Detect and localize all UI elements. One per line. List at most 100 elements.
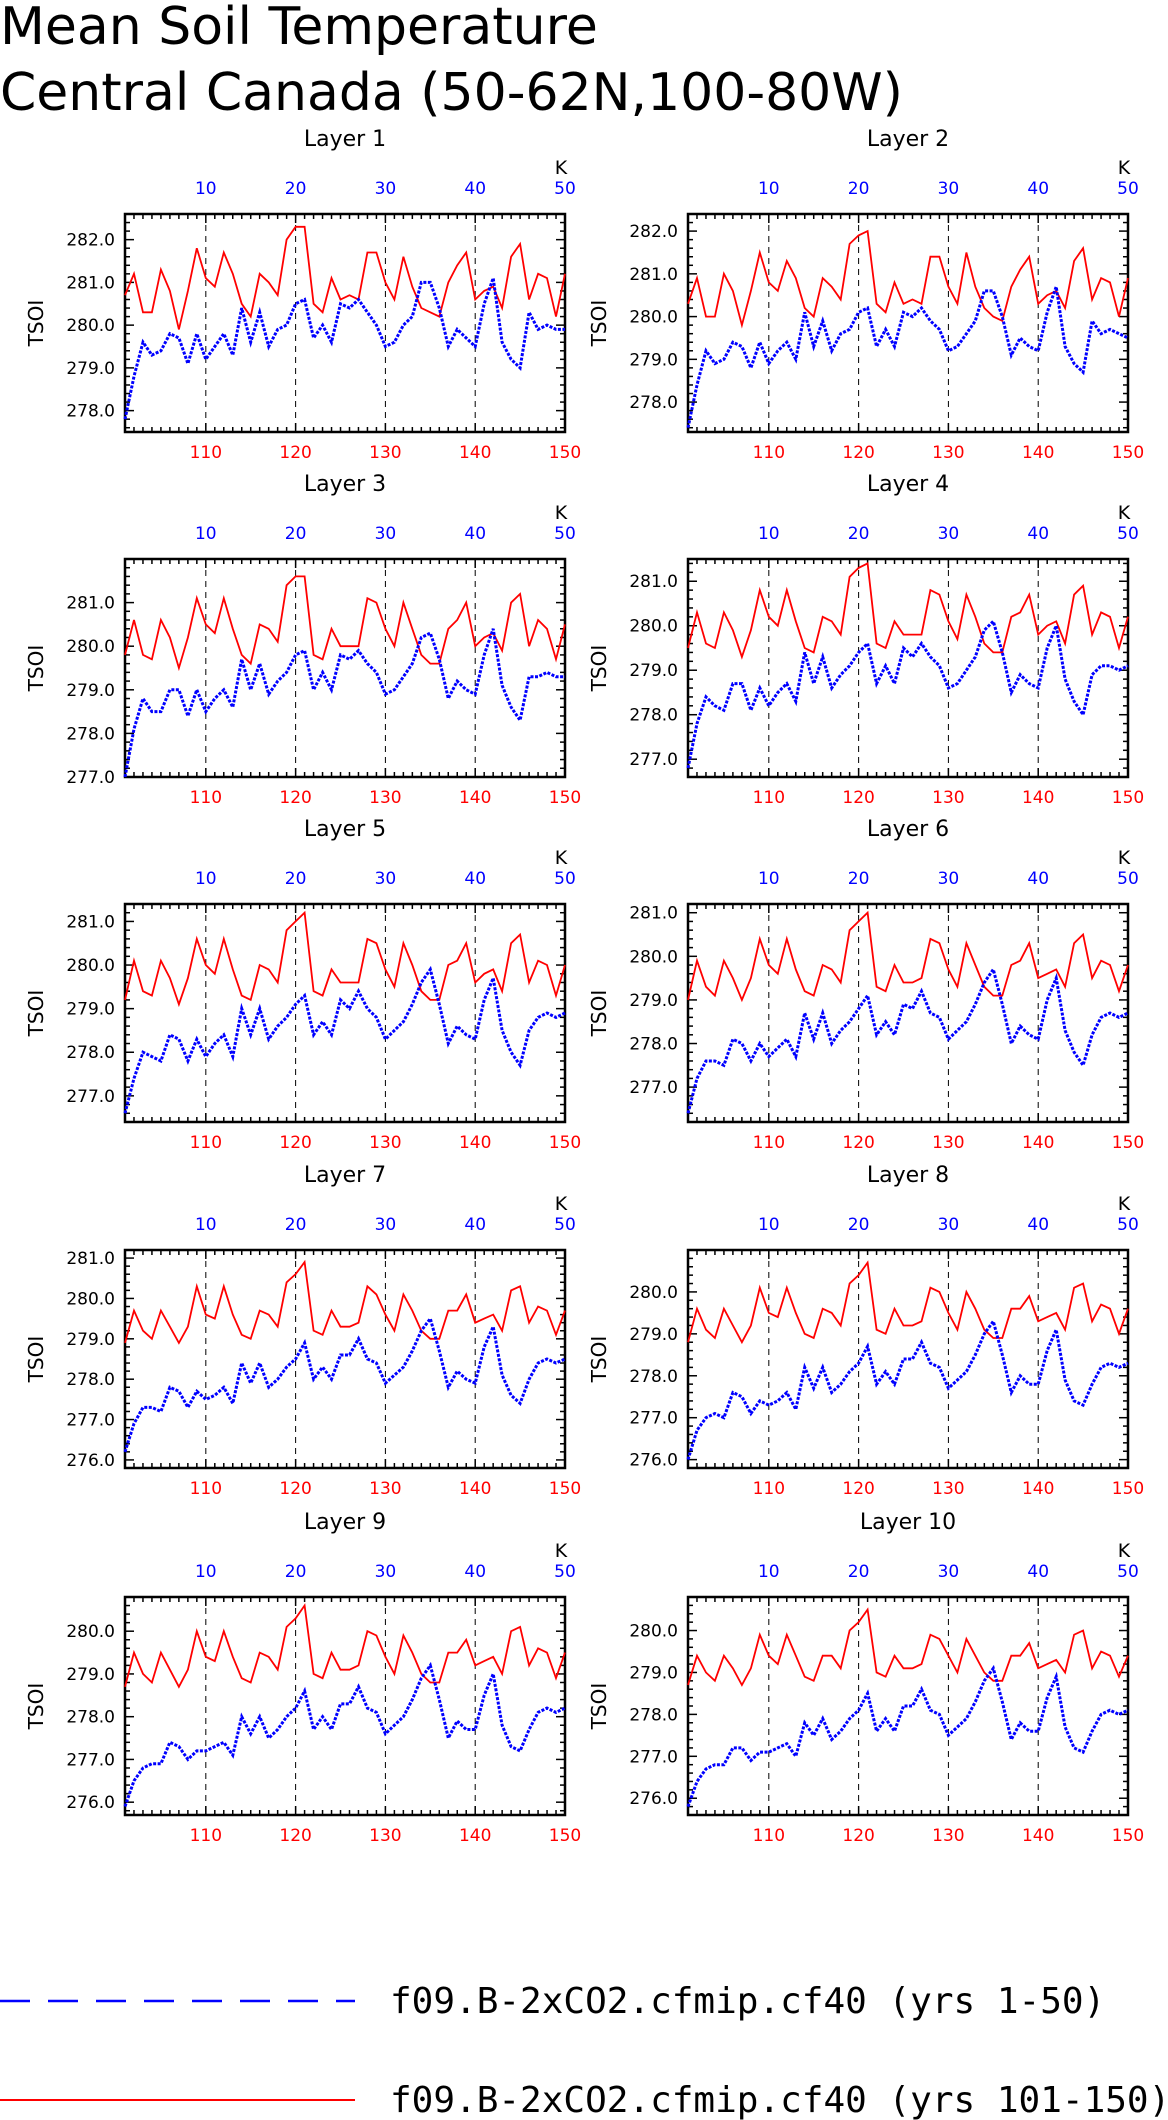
series-line-yrs-1-50 [686, 1317, 1129, 1461]
x-top-tick-label: 50 [554, 1215, 576, 1235]
y-tick-label: 277.0 [66, 1750, 115, 1770]
x-top-tick-label: 40 [464, 869, 486, 889]
y-axis-label: TSOI [24, 300, 48, 348]
x-top-tick-label: 40 [1027, 1215, 1049, 1235]
y-tick-label: 277.0 [629, 1747, 678, 1767]
x-top-tick-label: 20 [848, 524, 870, 544]
x-tick-label: 150 [549, 788, 581, 808]
x-top-tick-label: 10 [758, 179, 780, 199]
y-tick-label: 277.0 [66, 1411, 115, 1431]
panel-6: Layer 6 110 120 130 140 150 10 20 30 40 50K 277.0 27… [587, 817, 1144, 1153]
x-tick-label: 130 [932, 1133, 964, 1153]
top-axis-unit-label: K [555, 1193, 568, 1215]
panel-2: Layer 2 110 120 130 140 150 10 20 30 40 50K 278.0 27… [587, 127, 1144, 463]
plot-frame [686, 557, 1130, 779]
figure-title-line1: Mean Soil Temperature [0, 0, 598, 57]
x-top-tick-label: 40 [464, 1215, 486, 1235]
x-tick-label: 150 [549, 1826, 581, 1846]
x-tick-label: 130 [369, 1479, 401, 1499]
x-top-tick-label: 20 [285, 1562, 307, 1582]
series-line-yrs-1-50 [686, 618, 1129, 769]
series-line-yrs-1-50 [686, 286, 1129, 429]
x-tick-label: 150 [1112, 443, 1144, 463]
y-tick-label: 281.0 [629, 904, 678, 924]
series-line-yrs-101-150 [687, 910, 1129, 1003]
x-top-tick-label: 10 [758, 1562, 780, 1582]
x-top-tick-label: 50 [1117, 1562, 1139, 1582]
top-axis-unit-label: K [555, 502, 568, 524]
panel-title: Layer 2 [867, 127, 949, 152]
x-top-tick-label: 40 [464, 179, 486, 199]
x-top-tick-label: 50 [554, 524, 576, 544]
y-tick-label: 281.0 [66, 594, 115, 614]
y-tick-label: 280.0 [629, 617, 678, 637]
x-top-tick-label: 20 [285, 179, 307, 199]
y-tick-label: 277.0 [629, 1409, 678, 1429]
panel-1: Layer 1 110 120 130 140 150 10 20 30 40 50K 278.0 27… [24, 127, 581, 463]
y-axis-label: TSOI [24, 990, 48, 1038]
y-tick-label: 280.0 [66, 1622, 115, 1642]
x-tick-label: 150 [1112, 1133, 1144, 1153]
x-tick-label: 120 [842, 1826, 874, 1846]
y-tick-label: 276.0 [629, 1789, 678, 1809]
x-top-tick-label: 30 [375, 1215, 397, 1235]
series-line-yrs-1-50 [123, 1661, 566, 1807]
series-line-yrs-101-150 [124, 910, 566, 1008]
y-tick-label: 278.0 [66, 1043, 115, 1063]
y-tick-label: 276.0 [66, 1793, 115, 1813]
top-axis-unit-label: K [1118, 157, 1131, 179]
top-axis-unit-label: K [1118, 847, 1131, 869]
top-axis-unit-label: K [1118, 1540, 1131, 1562]
panel-title: Layer 7 [304, 1163, 386, 1188]
x-tick-label: 130 [369, 1826, 401, 1846]
x-tick-label: 140 [1022, 788, 1054, 808]
panel-3: Layer 3 110 120 130 140 150 10 20 30 40 50K 277.0 27… [24, 472, 581, 808]
y-axis-label: TSOI [24, 1683, 48, 1731]
x-top-tick-label: 10 [758, 1215, 780, 1235]
x-tick-label: 150 [1112, 1479, 1144, 1499]
x-tick-label: 120 [842, 1133, 874, 1153]
x-tick-label: 130 [369, 1133, 401, 1153]
y-tick-label: 278.0 [66, 1708, 115, 1728]
y-tick-label: 279.0 [629, 1325, 678, 1345]
y-tick-label: 280.0 [66, 637, 115, 657]
x-top-tick-label: 50 [1117, 179, 1139, 199]
series-line-yrs-1-50 [686, 965, 1129, 1114]
x-top-tick-label: 40 [464, 1562, 486, 1582]
x-tick-label: 140 [459, 1133, 491, 1153]
y-tick-label: 278.0 [66, 402, 115, 422]
top-axis-unit-label: K [555, 157, 568, 179]
y-tick-label: 278.0 [629, 1705, 678, 1725]
y-tick-label: 279.0 [629, 1663, 678, 1683]
x-tick-label: 130 [932, 788, 964, 808]
x-top-tick-label: 20 [848, 1215, 870, 1235]
series-line-yrs-1-50 [686, 1664, 1129, 1808]
x-top-tick-label: 20 [285, 524, 307, 544]
series-line-yrs-101-150 [687, 229, 1129, 329]
y-axis-label: TSOI [587, 1683, 611, 1731]
series-line-yrs-101-150 [124, 575, 566, 672]
x-top-tick-label: 10 [195, 1215, 217, 1235]
y-tick-label: 280.0 [629, 1622, 678, 1642]
y-tick-label: 279.0 [629, 661, 678, 681]
x-tick-label: 150 [1112, 1826, 1144, 1846]
series-line-yrs-101-150 [687, 1607, 1129, 1687]
y-tick-label: 279.0 [629, 991, 678, 1011]
x-tick-label: 120 [279, 788, 311, 808]
panel-title: Layer 9 [304, 1510, 386, 1535]
y-tick-label: 281.0 [66, 912, 115, 932]
panel-title: Layer 6 [867, 817, 949, 842]
plot-frame [123, 557, 567, 779]
panel-title: Layer 1 [304, 127, 386, 152]
x-tick-label: 140 [1022, 1479, 1054, 1499]
y-tick-label: 280.0 [629, 1283, 678, 1303]
x-tick-label: 110 [190, 443, 222, 463]
y-tick-label: 280.0 [66, 956, 115, 976]
x-top-tick-label: 10 [758, 869, 780, 889]
x-top-tick-label: 20 [848, 869, 870, 889]
x-top-tick-label: 30 [938, 179, 960, 199]
x-tick-label: 110 [753, 1479, 785, 1499]
panel-4: Layer 4 110 120 130 140 150 10 20 30 40 50K 277.0 27… [587, 472, 1144, 808]
panel-5: Layer 5 110 120 130 140 150 10 20 30 40 50K 277.0 27… [24, 817, 581, 1153]
